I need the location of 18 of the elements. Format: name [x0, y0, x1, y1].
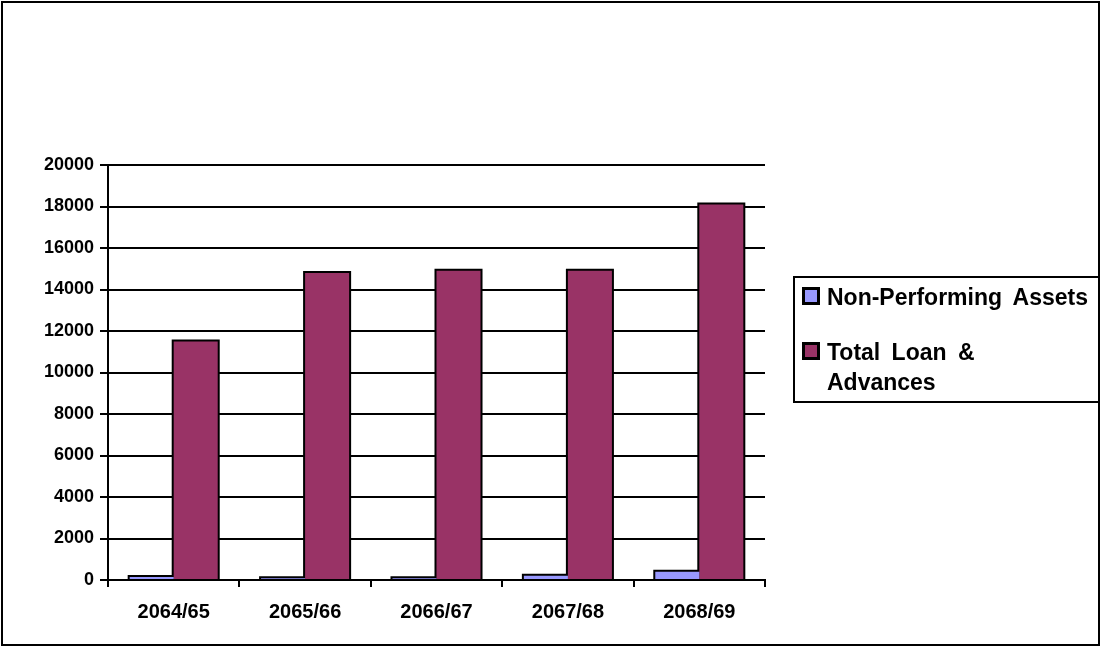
y-tick-label: 14000 — [43, 278, 94, 299]
x-tick-label: 2068/69 — [663, 599, 736, 622]
x-tick-label: 2065/66 — [268, 599, 342, 622]
legend-label: Total Loan & Advances — [827, 338, 976, 397]
y-tick-label: 2000 — [53, 527, 94, 548]
y-tick-label: 16000 — [43, 236, 94, 257]
y-tick-label: 12000 — [43, 319, 94, 340]
y-tick-label: 20000 — [43, 153, 94, 174]
y-tick-label: 4000 — [53, 485, 94, 506]
y-tick-label: 18000 — [43, 195, 94, 216]
y-tick-label: 10000 — [43, 361, 94, 382]
y-tick-label: 6000 — [53, 444, 94, 465]
x-tick-label: 2066/67 — [400, 599, 473, 622]
x-tick-label: 2064/65 — [137, 599, 210, 622]
x-tick-label: 2067/68 — [531, 599, 605, 622]
y-tick-label: 8000 — [53, 402, 94, 423]
legend-label: Non-Performing Assets — [827, 283, 1090, 312]
y-tick-label: 0 — [83, 568, 94, 589]
